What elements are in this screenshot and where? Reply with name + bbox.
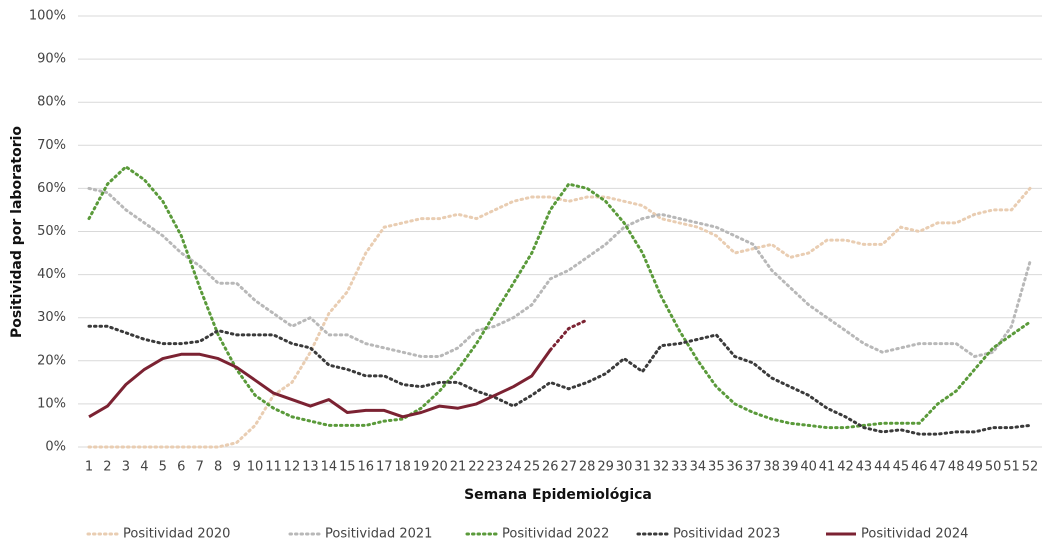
x-tick-label: 33 <box>671 460 688 475</box>
legend-label: Positividad 2022 <box>502 527 609 542</box>
x-tick-label: 42 <box>837 460 854 475</box>
x-tick-label: 10 <box>247 460 264 475</box>
x-tick-label: 9 <box>232 460 240 475</box>
x-tick-label: 31 <box>634 460 651 475</box>
legend-label: Positividad 2020 <box>123 527 230 542</box>
x-tick-label: 43 <box>856 460 873 475</box>
x-tick-label: 34 <box>690 460 707 475</box>
x-tick-label: 24 <box>505 460 522 475</box>
x-tick-label: 11 <box>265 460 282 475</box>
legend-label: Positividad 2023 <box>673 527 780 542</box>
x-tick-label: 6 <box>177 460 185 475</box>
x-tick-label: 27 <box>560 460 577 475</box>
y-tick-label: 0% <box>45 440 66 455</box>
x-tick-label: 37 <box>745 460 762 475</box>
x-axis-title: Semana Epidemiológica <box>464 487 652 503</box>
x-tick-label: 14 <box>321 460 338 475</box>
x-tick-label: 32 <box>653 460 670 475</box>
x-tick-label: 23 <box>487 460 504 475</box>
y-tick-label: 30% <box>37 310 66 325</box>
x-tick-label: 30 <box>616 460 633 475</box>
x-tick-label: 7 <box>196 460 204 475</box>
y-tick-label: 20% <box>37 353 66 368</box>
x-tick-label: 29 <box>597 460 614 475</box>
x-tick-label: 4 <box>140 460 148 475</box>
series-line <box>548 318 589 352</box>
x-tick-label: 35 <box>708 460 725 475</box>
series-line <box>87 186 1032 359</box>
x-tick-label: 39 <box>782 460 799 475</box>
x-tick-label: 5 <box>159 460 167 475</box>
y-tick-label: 50% <box>37 224 66 239</box>
x-tick-label: 3 <box>122 460 130 475</box>
x-tick-label: 8 <box>214 460 222 475</box>
series-line <box>88 349 552 419</box>
x-tick-label: 26 <box>542 460 559 475</box>
x-tick-label: 20 <box>431 460 448 475</box>
y-tick-label: 100% <box>29 9 66 24</box>
y-tick-label: 80% <box>37 95 66 110</box>
x-tick-label: 48 <box>948 460 965 475</box>
x-tick-label: 21 <box>450 460 467 475</box>
x-tick-label: 36 <box>727 460 744 475</box>
x-tick-label: 19 <box>413 460 430 475</box>
y-axis-title: Positividad por laboratorio <box>9 126 25 338</box>
x-tick-label: 52 <box>1022 460 1039 475</box>
x-tick-label: 18 <box>394 460 411 475</box>
y-tick-label: 90% <box>37 52 66 67</box>
y-tick-label: 40% <box>37 267 66 282</box>
series-line <box>87 324 1032 436</box>
x-tick-label: 47 <box>929 460 946 475</box>
x-tick-label: 45 <box>893 460 910 475</box>
y-tick-label: 10% <box>37 396 66 411</box>
x-tick-label: 13 <box>302 460 319 475</box>
y-tick-label: 70% <box>37 138 66 153</box>
x-tick-label: 46 <box>911 460 928 475</box>
x-tick-label: 51 <box>1003 460 1020 475</box>
x-tick-label: 28 <box>579 460 596 475</box>
x-tick-label: 16 <box>357 460 374 475</box>
x-tick-label: 49 <box>966 460 983 475</box>
x-tick-label: 17 <box>376 460 393 475</box>
x-tick-label: 38 <box>763 460 780 475</box>
y-tick-label: 60% <box>37 181 66 196</box>
x-tick-label: 15 <box>339 460 356 475</box>
series-line <box>87 164 1032 430</box>
x-tick-label: 22 <box>468 460 485 475</box>
x-tick-label: 1 <box>85 460 93 475</box>
x-tick-label: 2 <box>103 460 111 475</box>
x-tick-label: 25 <box>524 460 541 475</box>
x-tick-label: 12 <box>284 460 301 475</box>
x-tick-label: 44 <box>874 460 891 475</box>
x-tick-label: 41 <box>819 460 836 475</box>
x-tick-label: 50 <box>985 460 1002 475</box>
x-tick-label: 40 <box>800 460 817 475</box>
legend-label: Positividad 2021 <box>325 527 432 542</box>
legend-label: Positividad 2024 <box>861 527 968 542</box>
